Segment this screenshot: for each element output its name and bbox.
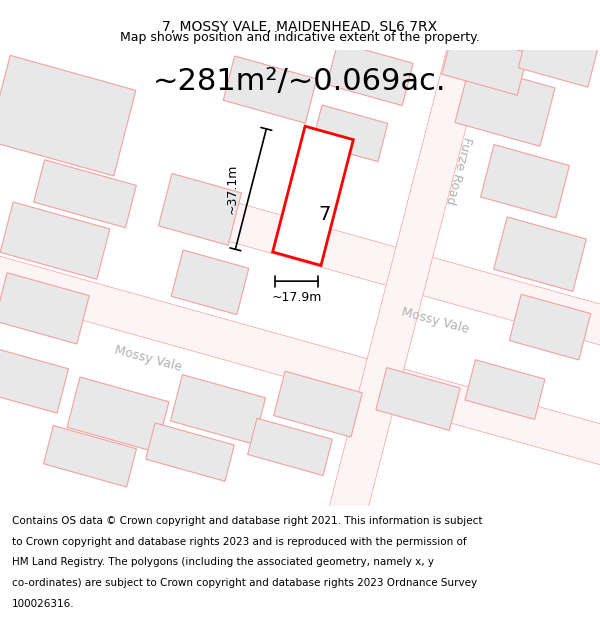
Polygon shape xyxy=(376,368,460,431)
Polygon shape xyxy=(0,349,68,413)
Text: HM Land Registry. The polygons (including the associated geometry, namely x, y: HM Land Registry. The polygons (includin… xyxy=(12,558,434,568)
Text: to Crown copyright and database rights 2023 and is reproduced with the permissio: to Crown copyright and database rights 2… xyxy=(12,536,467,546)
Polygon shape xyxy=(0,239,600,466)
Text: ~37.1m: ~37.1m xyxy=(226,164,239,214)
Polygon shape xyxy=(184,191,600,364)
Polygon shape xyxy=(0,202,110,279)
Polygon shape xyxy=(455,64,555,146)
Polygon shape xyxy=(494,217,586,291)
Text: Mossy Vale: Mossy Vale xyxy=(400,306,470,336)
Text: Mossy Vale: Mossy Vale xyxy=(113,343,183,374)
Polygon shape xyxy=(481,144,569,218)
Polygon shape xyxy=(323,0,541,541)
Polygon shape xyxy=(509,294,591,360)
Text: co-ordinates) are subject to Crown copyright and database rights 2023 Ordnance S: co-ordinates) are subject to Crown copyr… xyxy=(12,578,477,588)
Text: Contains OS data © Crown copyright and database right 2021. This information is : Contains OS data © Crown copyright and d… xyxy=(12,516,482,526)
Polygon shape xyxy=(274,371,362,437)
Text: Map shows position and indicative extent of the property.: Map shows position and indicative extent… xyxy=(120,31,480,44)
Text: ~281m²/~0.069ac.: ~281m²/~0.069ac. xyxy=(153,67,447,96)
Polygon shape xyxy=(158,174,242,245)
Polygon shape xyxy=(248,418,332,476)
Polygon shape xyxy=(327,42,413,106)
Text: ~17.9m: ~17.9m xyxy=(272,291,322,304)
Text: 7, MOSSY VALE, MAIDENHEAD, SL6 7RX: 7, MOSSY VALE, MAIDENHEAD, SL6 7RX xyxy=(163,20,437,34)
Polygon shape xyxy=(465,360,545,419)
Polygon shape xyxy=(518,29,598,87)
Polygon shape xyxy=(442,32,528,95)
Polygon shape xyxy=(171,250,249,314)
Polygon shape xyxy=(146,423,234,481)
Polygon shape xyxy=(0,56,136,176)
Polygon shape xyxy=(67,377,169,452)
Polygon shape xyxy=(312,105,388,162)
Text: Furze Road: Furze Road xyxy=(443,136,473,206)
Text: 7: 7 xyxy=(319,205,331,224)
Polygon shape xyxy=(272,126,353,266)
Polygon shape xyxy=(170,374,265,444)
Polygon shape xyxy=(44,426,136,487)
Polygon shape xyxy=(34,160,136,228)
Text: 100026316.: 100026316. xyxy=(12,599,74,609)
Polygon shape xyxy=(223,56,317,123)
Polygon shape xyxy=(0,272,89,344)
